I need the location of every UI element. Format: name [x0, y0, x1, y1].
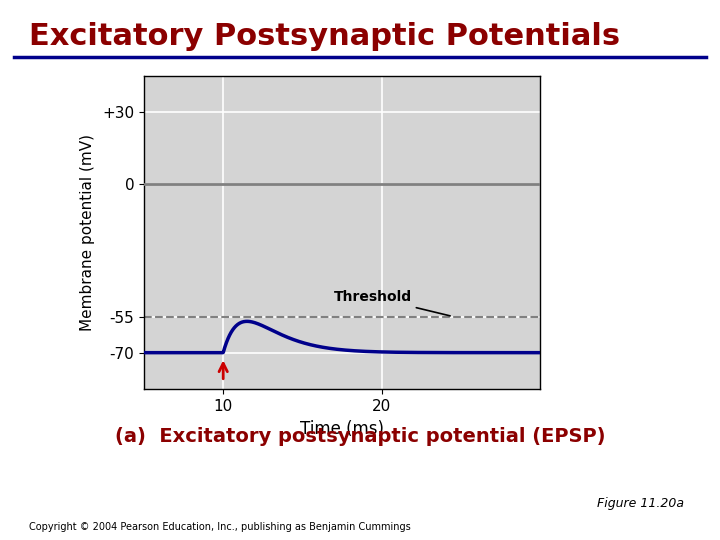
X-axis label: Time (ms): Time (ms)	[300, 421, 384, 438]
Text: (a)  Excitatory postsynaptic potential (EPSP): (a) Excitatory postsynaptic potential (E…	[114, 427, 606, 446]
Text: Copyright © 2004 Pearson Education, Inc., publishing as Benjamin Cummings: Copyright © 2004 Pearson Education, Inc.…	[29, 522, 410, 532]
Y-axis label: Membrane potential (mV): Membrane potential (mV)	[80, 134, 95, 330]
Text: Figure 11.20a: Figure 11.20a	[597, 497, 684, 510]
Text: Threshold: Threshold	[334, 290, 450, 316]
Text: Excitatory Postsynaptic Potentials: Excitatory Postsynaptic Potentials	[29, 22, 620, 51]
